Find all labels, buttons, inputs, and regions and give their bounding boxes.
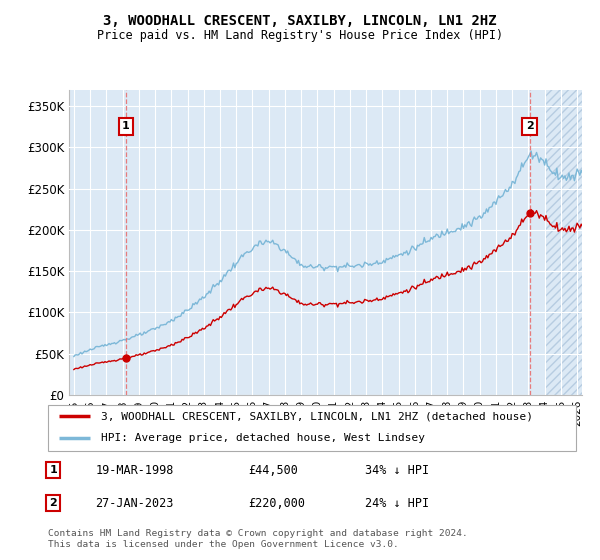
Bar	[545, 90, 585, 395]
Text: £44,500: £44,500	[248, 464, 299, 477]
Text: 2: 2	[49, 498, 57, 508]
Text: 27-JAN-2023: 27-JAN-2023	[95, 497, 174, 510]
Text: 24% ↓ HPI: 24% ↓ HPI	[365, 497, 429, 510]
Bar	[545, 90, 585, 395]
Text: 1: 1	[122, 121, 130, 131]
Text: Price paid vs. HM Land Registry's House Price Index (HPI): Price paid vs. HM Land Registry's House …	[97, 29, 503, 42]
Text: HPI: Average price, detached house, West Lindsey: HPI: Average price, detached house, West…	[101, 433, 425, 443]
Text: 2: 2	[526, 121, 533, 131]
FancyBboxPatch shape	[48, 405, 576, 451]
Text: 1: 1	[49, 465, 57, 475]
Text: 34% ↓ HPI: 34% ↓ HPI	[365, 464, 429, 477]
Text: Contains HM Land Registry data © Crown copyright and database right 2024.
This d: Contains HM Land Registry data © Crown c…	[48, 529, 468, 549]
Text: 3, WOODHALL CRESCENT, SAXILBY, LINCOLN, LN1 2HZ: 3, WOODHALL CRESCENT, SAXILBY, LINCOLN, …	[103, 14, 497, 28]
Text: £220,000: £220,000	[248, 497, 305, 510]
Text: 19-MAR-1998: 19-MAR-1998	[95, 464, 174, 477]
Text: 3, WOODHALL CRESCENT, SAXILBY, LINCOLN, LN1 2HZ (detached house): 3, WOODHALL CRESCENT, SAXILBY, LINCOLN, …	[101, 412, 533, 421]
